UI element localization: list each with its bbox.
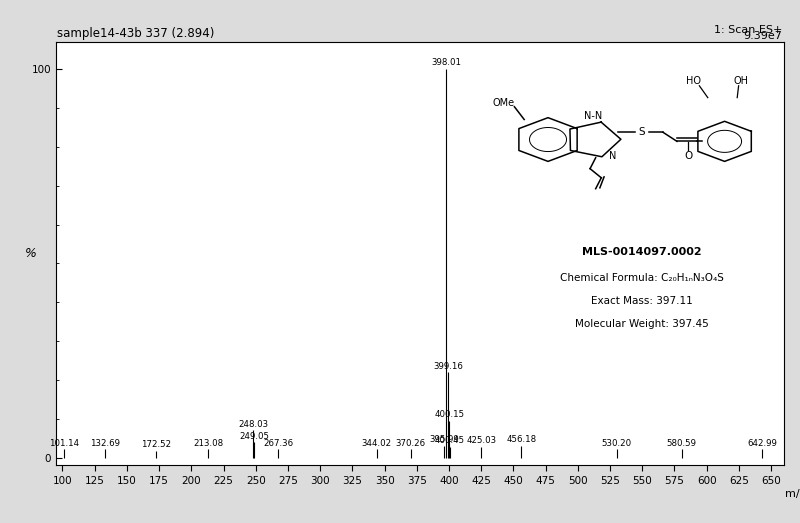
Text: OH: OH xyxy=(734,76,749,86)
Text: 172.52: 172.52 xyxy=(141,440,171,449)
Text: m/z: m/z xyxy=(786,489,800,499)
Text: %: % xyxy=(25,247,37,260)
Text: HO: HO xyxy=(686,76,702,86)
Text: 400.45: 400.45 xyxy=(434,436,465,445)
Text: 530.20: 530.20 xyxy=(602,439,632,448)
Text: 425.03: 425.03 xyxy=(466,436,496,445)
Text: 213.08: 213.08 xyxy=(193,439,223,448)
Text: MLS-0014097.0002: MLS-0014097.0002 xyxy=(582,247,702,257)
Text: 370.26: 370.26 xyxy=(396,439,426,448)
Text: 9.39e7: 9.39e7 xyxy=(744,31,782,41)
Text: sample14-43b 337 (2.894): sample14-43b 337 (2.894) xyxy=(58,27,215,40)
Text: O: O xyxy=(684,151,692,161)
Text: 248.03: 248.03 xyxy=(238,420,268,429)
Text: 101.14: 101.14 xyxy=(49,439,79,448)
Text: 456.18: 456.18 xyxy=(506,436,537,445)
Text: OMe: OMe xyxy=(492,98,514,108)
Text: 400.15: 400.15 xyxy=(434,410,464,419)
Text: N-N: N-N xyxy=(584,111,602,121)
Text: N: N xyxy=(609,151,616,161)
Text: 267.36: 267.36 xyxy=(263,439,293,448)
Text: 642.99: 642.99 xyxy=(747,439,777,448)
Text: 399.16: 399.16 xyxy=(433,361,463,371)
Text: S: S xyxy=(638,127,646,137)
Text: 398.01: 398.01 xyxy=(431,59,462,67)
Text: 132.69: 132.69 xyxy=(90,439,119,448)
Text: 249.05: 249.05 xyxy=(239,431,270,440)
Text: 395.99: 395.99 xyxy=(429,436,458,445)
Text: 1: Scan ES+: 1: Scan ES+ xyxy=(714,26,782,36)
Text: Chemical Formula: C₂₀H₁ₙN₃O₄S: Chemical Formula: C₂₀H₁ₙN₃O₄S xyxy=(560,272,724,283)
Text: Exact Mass: 397.11: Exact Mass: 397.11 xyxy=(591,296,693,306)
Text: Molecular Weight: 397.45: Molecular Weight: 397.45 xyxy=(575,320,709,329)
Text: 344.02: 344.02 xyxy=(362,439,392,448)
Text: 580.59: 580.59 xyxy=(666,439,697,448)
